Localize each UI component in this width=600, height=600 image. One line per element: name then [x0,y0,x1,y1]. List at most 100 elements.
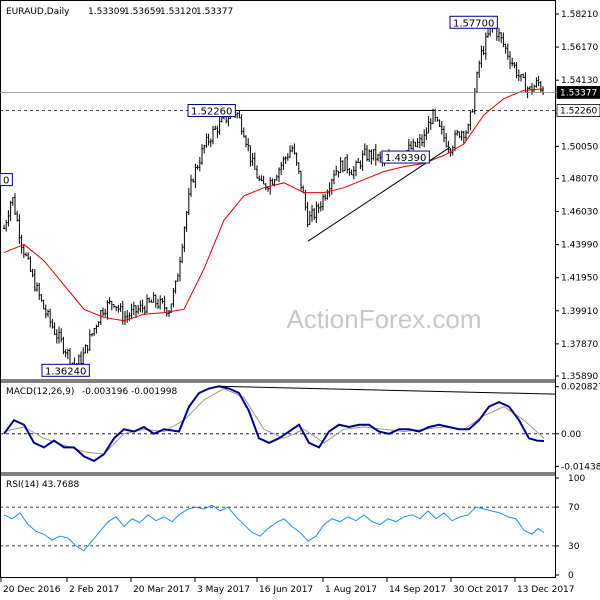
candle [117,304,120,313]
candle [183,226,186,252]
candle [203,144,206,154]
candle [429,118,432,130]
candle [511,57,514,67]
candle [462,130,465,144]
date-tick-label: 30 Oct 2017 [453,585,509,595]
annotation-label: 0 [3,176,9,187]
candle [313,208,316,220]
candle [137,304,140,315]
candle [324,193,327,201]
candle [260,175,263,182]
candle [414,141,417,148]
candle [315,201,318,224]
candle [126,309,129,323]
candle [368,149,371,162]
candle [25,252,27,257]
price-panel: 1.57700 1.52260 1.36240 1.49390 0 [0,15,556,377]
candle [476,71,478,94]
candle [36,282,38,292]
candle [192,178,195,183]
candle [449,147,452,157]
price-annotation: 1.49390 [381,150,430,164]
candle [344,157,346,172]
candle [51,319,54,329]
candle [423,129,426,148]
candle [500,32,503,44]
candle [148,297,151,303]
candle [88,329,91,351]
candle [209,138,212,148]
price-tick-label: 1.54130 [561,76,598,86]
candle [104,308,107,317]
candle [55,329,58,344]
candle [515,62,518,79]
date-axis: 20 Dec 2016 2 Feb 2017 20 Mar 2017 3 May 20… [0,578,575,595]
rsi-tick-label: 30 [568,542,580,552]
candle [465,130,467,142]
macd-values: -0.003196 -0.001998 [82,387,178,397]
candle [502,32,505,48]
price-axis: 1.582101.561701.541301.520901.500501.480… [556,10,600,382]
candle [157,298,159,309]
candle [306,201,309,228]
candle [7,210,10,227]
candle [284,156,287,164]
candle [456,129,459,136]
rsi-line [3,504,545,552]
candle [20,234,23,254]
candle [458,131,461,138]
candle [238,110,241,119]
price-tick-label: 1.39910 [561,307,598,317]
candle [509,51,511,70]
candle [295,152,298,166]
rsi-tick-label: 100 [568,474,585,484]
candle [47,309,49,317]
candle [53,322,56,336]
candle [506,43,509,60]
candle [379,151,382,163]
candle [152,292,155,303]
date-tick-label: 3 May 2017 [197,585,250,595]
candle [542,86,544,95]
candle [216,125,219,138]
candle [29,256,32,273]
date-tick-label: 1 Aug 2017 [325,585,377,595]
candle [421,134,423,147]
candle [86,344,89,354]
candle [291,145,294,153]
price-tick-label: 1.56170 [561,43,598,53]
candle [275,174,278,181]
candle [282,156,285,170]
candle [480,45,483,68]
candle [330,178,333,195]
price-tick-label: 1.46030 [561,208,598,218]
candle [31,268,34,278]
candle [418,134,421,149]
candle [135,305,137,319]
candle [436,116,439,122]
candle [357,157,360,164]
candle [440,120,443,135]
candle [520,74,522,82]
candle [333,170,335,185]
candle [322,194,324,211]
date-tick-label: 14 Sep 2017 [389,585,446,595]
moving-average-line [3,88,545,322]
candle [143,305,146,316]
candle [27,252,30,260]
annotation-label: 1.57700 [453,18,494,29]
candle [350,169,353,176]
candle [416,138,419,148]
candle [531,82,533,95]
price-annotation: 1.36240 [41,363,90,377]
candle [97,321,100,327]
candle [91,333,93,337]
candle [374,144,377,166]
candle [498,27,500,42]
candle [410,141,412,150]
candle [40,294,43,302]
candle [174,280,177,294]
candle [179,256,181,282]
candle [5,219,8,232]
